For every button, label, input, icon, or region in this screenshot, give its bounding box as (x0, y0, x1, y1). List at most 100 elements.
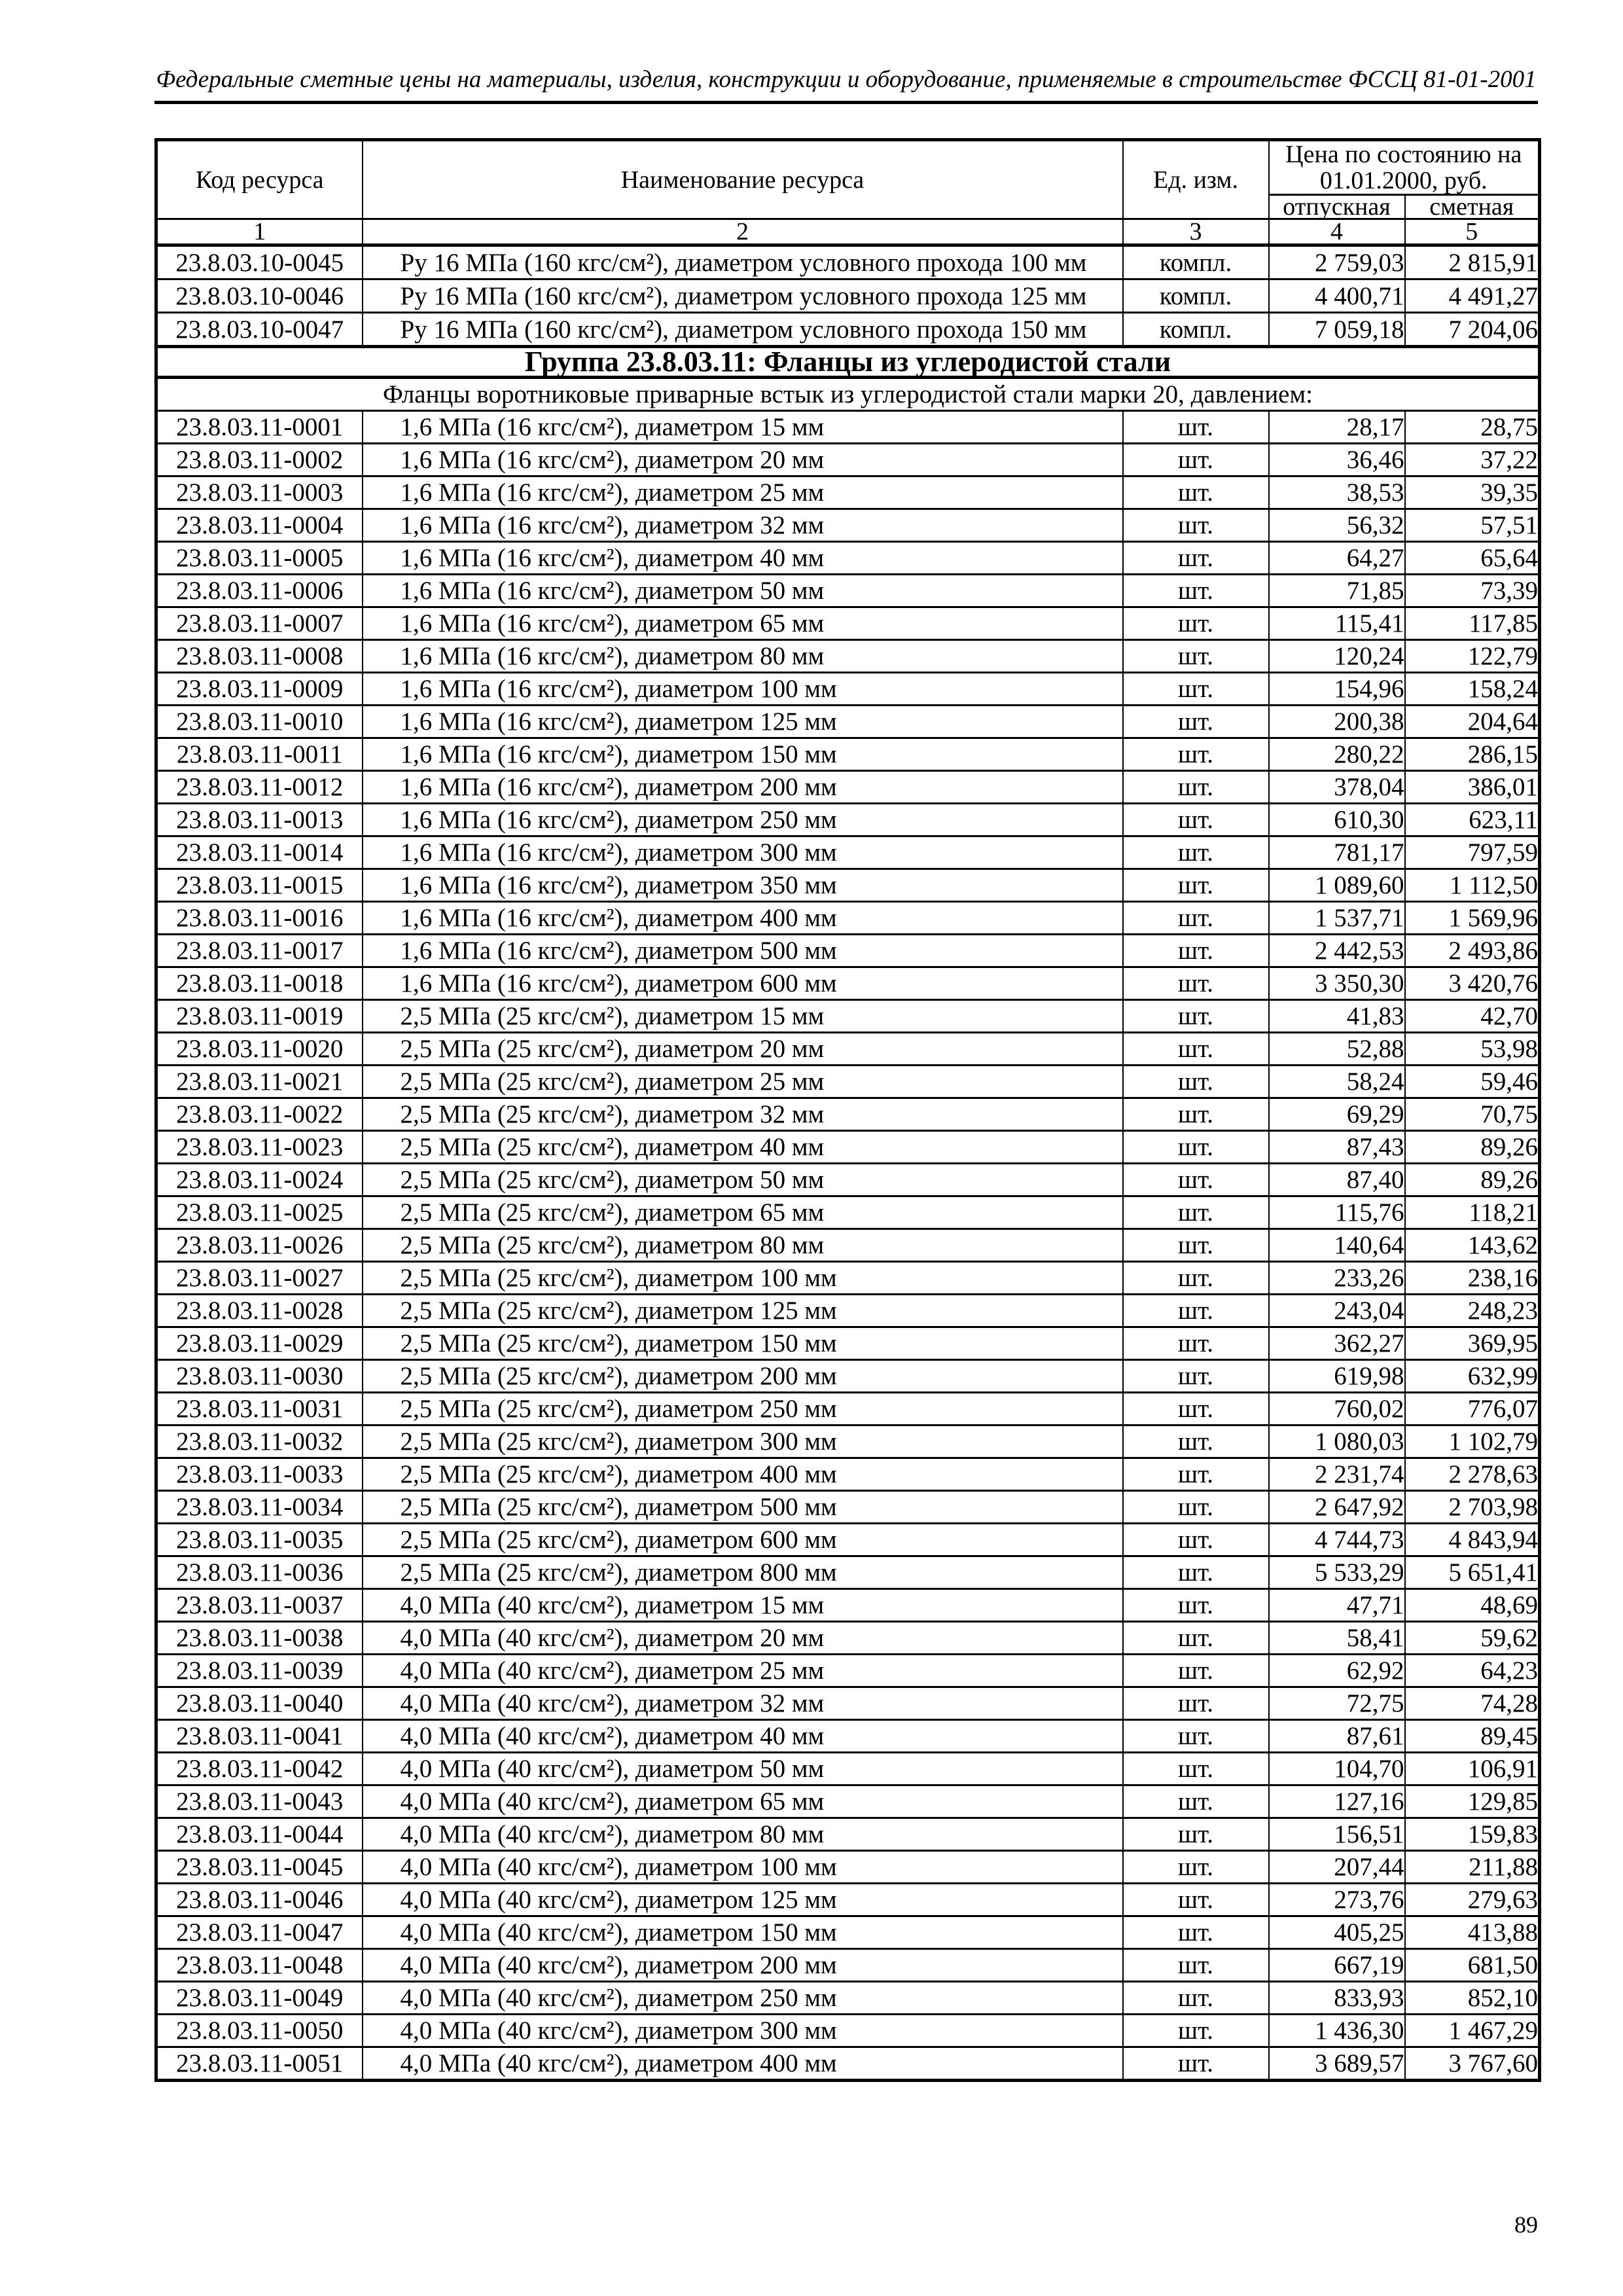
cell-price-estimate: 1 569,96 (1404, 901, 1541, 935)
cell-price-release: 38,53 (1268, 475, 1406, 510)
cell-price-release: 273,76 (1268, 1882, 1406, 1917)
cell-unit: шт. (1122, 1751, 1270, 1786)
cell-price-estimate: 42,70 (1404, 999, 1541, 1033)
cell-price-release: 2 442,53 (1268, 933, 1406, 968)
cell-resource-name: 4,0 МПа (40 кгс/см²), диаметром 150 мм (361, 1915, 1124, 1950)
column-header-unit: Ед. изм. (1122, 139, 1270, 220)
cell-price-estimate: 1 467,29 (1404, 2013, 1541, 2048)
cell-unit: шт. (1122, 901, 1270, 935)
table-row: 23.8.03.10-0045 Ру 16 МПа (160 кгс/см²),… (155, 244, 1541, 280)
cell-resource-name: 1,6 МПа (16 кгс/см²), диаметром 500 мм (361, 933, 1124, 968)
cell-price-release: 104,70 (1268, 1751, 1406, 1786)
table-row: 23.8.03.10-0047 Ру 16 МПа (160 кгс/см²),… (155, 312, 1541, 348)
cell-resource-code: 23.8.03.11-0001 (155, 410, 363, 444)
cell-price-release: 47,71 (1268, 1588, 1406, 1623)
cell-price-estimate: 797,59 (1404, 835, 1541, 870)
table-row: 23.8.03.11-0020 2,5 МПа (25 кгс/см²), ди… (155, 1031, 1541, 1066)
table-row: 23.8.03.11-0007 1,6 МПа (16 кгс/см²), ди… (155, 606, 1541, 641)
cell-price-estimate: 89,26 (1404, 1130, 1541, 1164)
cell-resource-name: 4,0 МПа (40 кгс/см²), диаметром 15 мм (361, 1588, 1124, 1623)
table-row: 23.8.03.11-0013 1,6 МПа (16 кгс/см²), ди… (155, 802, 1541, 837)
cell-resource-name: 4,0 МПа (40 кгс/см²), диаметром 40 мм (361, 1719, 1124, 1753)
table-row: 23.8.03.11-0041 4,0 МПа (40 кгс/см²), ди… (155, 1719, 1541, 1753)
column-header-price-release: отпускная (1268, 194, 1406, 220)
cell-price-release: 87,40 (1268, 1162, 1406, 1197)
cell-price-release: 1 436,30 (1268, 2013, 1406, 2048)
cell-unit: шт. (1122, 1588, 1270, 1623)
table-row: 23.8.03.11-0006 1,6 МПа (16 кгс/см²), ди… (155, 573, 1541, 608)
table-row: 23.8.03.11-0018 1,6 МПа (16 кгс/см²), ди… (155, 966, 1541, 1001)
cell-resource-code: 23.8.03.11-0013 (155, 802, 363, 837)
cell-resource-code: 23.8.03.11-0026 (155, 1228, 363, 1263)
cell-unit: шт. (1122, 1784, 1270, 1819)
column-header-price-group: Цена по состоянию на 01.01.2000, руб. (1268, 139, 1541, 196)
cell-price-estimate: 39,35 (1404, 475, 1541, 510)
cell-price-estimate: 118,21 (1404, 1195, 1541, 1230)
cell-price-release: 610,30 (1268, 802, 1406, 837)
cell-unit: шт. (1122, 672, 1270, 706)
table-row: 23.8.03.11-0028 2,5 МПа (25 кгс/см²), ди… (155, 1293, 1541, 1328)
cell-unit: компл. (1122, 278, 1270, 314)
cell-price-estimate: 117,85 (1404, 606, 1541, 641)
group-sub-header: Фланцы воротниковые приварные встык из у… (155, 376, 1541, 412)
cell-price-release: 52,88 (1268, 1031, 1406, 1066)
table-row: 23.8.03.11-0030 2,5 МПа (25 кгс/см²), ди… (155, 1359, 1541, 1393)
cell-price-estimate: 37,22 (1404, 442, 1541, 477)
cell-price-release: 127,16 (1268, 1784, 1406, 1819)
cell-resource-name: 4,0 МПа (40 кгс/см²), диаметром 250 мм (361, 1981, 1124, 2015)
cell-price-estimate: 776,07 (1404, 1391, 1541, 1426)
column-header-name: Наименование ресурса (361, 139, 1124, 220)
table-row: 23.8.03.11-0015 1,6 МПа (16 кгс/см²), ди… (155, 868, 1541, 903)
cell-unit: шт. (1122, 1195, 1270, 1230)
cell-price-release: 3 350,30 (1268, 966, 1406, 1001)
table-row: 23.8.03.11-0016 1,6 МПа (16 кгс/см²), ди… (155, 901, 1541, 935)
cell-resource-name: 4,0 МПа (40 кгс/см²), диаметром 20 мм (361, 1621, 1124, 1655)
cell-resource-name: 2,5 МПа (25 кгс/см²), диаметром 150 мм (361, 1326, 1124, 1361)
column-number-5: 5 (1404, 218, 1541, 247)
cell-unit: шт. (1122, 933, 1270, 968)
cell-price-estimate: 65,64 (1404, 541, 1541, 575)
cell-resource-code: 23.8.03.11-0007 (155, 606, 363, 641)
cell-price-estimate: 623,11 (1404, 802, 1541, 837)
cell-resource-code: 23.8.03.11-0027 (155, 1261, 363, 1295)
cell-price-release: 760,02 (1268, 1391, 1406, 1426)
cell-resource-code: 23.8.03.11-0036 (155, 1555, 363, 1590)
cell-price-release: 200,38 (1268, 704, 1406, 739)
cell-price-estimate: 286,15 (1404, 737, 1541, 772)
cell-resource-name: 1,6 МПа (16 кгс/см²), диаметром 350 мм (361, 868, 1124, 903)
cell-resource-name: 4,0 МПа (40 кгс/см²), диаметром 80 мм (361, 1817, 1124, 1852)
cell-price-estimate: 74,28 (1404, 1686, 1541, 1721)
cell-resource-code: 23.8.03.11-0008 (155, 639, 363, 673)
cell-resource-name: 4,0 МПа (40 кгс/см²), диаметром 400 мм (361, 2046, 1124, 2081)
table-row: 23.8.03.11-0010 1,6 МПа (16 кгс/см²), ди… (155, 704, 1541, 739)
cell-price-estimate: 1 102,79 (1404, 1424, 1541, 1459)
table-row: 23.8.03.10-0046 Ру 16 МПа (160 кгс/см²),… (155, 278, 1541, 314)
cell-resource-name: 1,6 МПа (16 кгс/см²), диаметром 80 мм (361, 639, 1124, 673)
table-row: 23.8.03.11-0034 2,5 МПа (25 кгс/см²), ди… (155, 1490, 1541, 1524)
cell-price-release: 64,27 (1268, 541, 1406, 575)
running-title: Федеральные сметные цены на материалы, и… (154, 65, 1538, 104)
cell-resource-name: 2,5 МПа (25 кгс/см²), диаметром 25 мм (361, 1064, 1124, 1099)
cell-price-release: 62,92 (1268, 1653, 1406, 1688)
cell-price-release: 4 744,73 (1268, 1522, 1406, 1557)
table-row: 23.8.03.11-0005 1,6 МПа (16 кгс/см²), ди… (155, 541, 1541, 575)
cell-resource-code: 23.8.03.11-0047 (155, 1915, 363, 1950)
cell-resource-name: 4,0 МПа (40 кгс/см²), диаметром 25 мм (361, 1653, 1124, 1688)
cell-resource-name: 2,5 МПа (25 кгс/см²), диаметром 80 мм (361, 1228, 1124, 1263)
cell-price-estimate: 2 815,91 (1404, 244, 1541, 280)
cell-unit: шт. (1122, 1915, 1270, 1950)
cell-unit: шт. (1122, 1162, 1270, 1197)
cell-resource-code: 23.8.03.11-0028 (155, 1293, 363, 1328)
cell-price-estimate: 2 278,63 (1404, 1457, 1541, 1492)
cell-price-release: 7 059,18 (1268, 312, 1406, 348)
price-group-line1: Цена по состоянию на (1285, 141, 1522, 168)
cell-unit: шт. (1122, 1326, 1270, 1361)
group-header: Группа 23.8.03.11: Фланцы из углеродисто… (155, 345, 1541, 379)
table-row: 23.8.03.11-0014 1,6 МПа (16 кгс/см²), ди… (155, 835, 1541, 870)
table-row: 23.8.03.11-0026 2,5 МПа (25 кгс/см²), ди… (155, 1228, 1541, 1263)
cell-unit: шт. (1122, 2013, 1270, 2048)
cell-resource-name: 1,6 МПа (16 кгс/см²), диаметром 125 мм (361, 704, 1124, 739)
cell-resource-name: 2,5 МПа (25 кгс/см²), диаметром 600 мм (361, 1522, 1124, 1557)
cell-price-estimate: 632,99 (1404, 1359, 1541, 1393)
